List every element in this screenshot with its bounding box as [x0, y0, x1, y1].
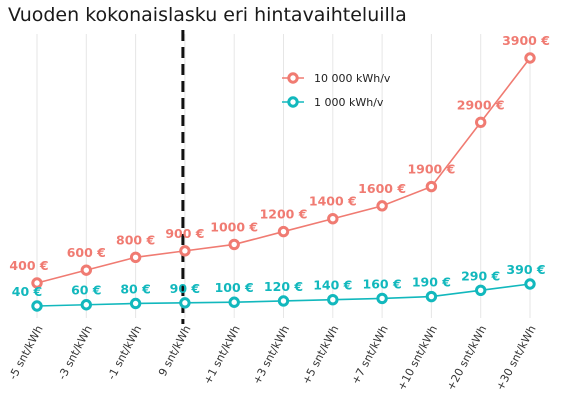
legend-item[interactable]: 10 000 kWh/v — [282, 72, 391, 85]
x-tick-label: +30 snt/kWh — [494, 323, 539, 392]
data-point — [228, 296, 240, 308]
data-point — [524, 278, 536, 290]
legend-marker — [287, 72, 299, 84]
data-point — [475, 284, 487, 296]
data-label: 90 € — [170, 281, 200, 296]
x-tick-label: +5 snt/kWh — [300, 323, 342, 386]
x-tick-label: +10 snt/kWh — [395, 323, 440, 392]
data-label: 400 € — [9, 258, 48, 273]
data-point — [376, 200, 388, 212]
data-point — [129, 297, 142, 310]
data-point — [425, 290, 438, 303]
data-point — [129, 251, 142, 263]
x-tick-label: -5 snt/kWh — [6, 323, 45, 382]
data-label: 1400 € — [309, 194, 357, 209]
data-label: 1200 € — [260, 207, 308, 222]
data-label: 140 € — [313, 278, 352, 293]
legend[interactable]: 10 000 kWh/v 1 000 kWh/v — [282, 72, 391, 109]
x-axis-ticks: -5 snt/kWh -3 snt/kWh -1 snt/kWh 9 snt/kWh +… — [6, 323, 538, 392]
data-label: 40 € — [12, 284, 42, 299]
data-point — [179, 297, 191, 309]
data-label: 390 € — [506, 262, 545, 277]
x-tick-label: +3 snt/kWh — [250, 323, 292, 386]
data-label: 2900 € — [457, 97, 505, 112]
x-tick-label: 9 snt/kWh — [156, 323, 194, 378]
data-label: 190 € — [412, 275, 451, 290]
data-label: 100 € — [215, 280, 254, 295]
data-point — [179, 245, 191, 257]
data-label: 3900 € — [502, 33, 550, 48]
legend-label: 10 000 kWh/v — [314, 72, 391, 85]
data-labels: 400 €600 €800 €900 €1000 €1200 €1400 €16… — [9, 33, 550, 299]
legend-marker — [287, 96, 299, 108]
data-point — [277, 225, 290, 238]
chart-title: Vuoden kokonaislasku eri hintavaihteluil… — [8, 4, 407, 26]
data-label: 1600 € — [358, 181, 406, 196]
data-point — [228, 238, 240, 251]
data-label: 1900 € — [407, 162, 455, 177]
legend-label: 1 000 kWh/v — [314, 96, 384, 109]
data-point — [376, 292, 388, 305]
data-label: 290 € — [461, 268, 500, 283]
data-label: 600 € — [67, 245, 106, 260]
data-point — [524, 52, 536, 64]
data-point — [425, 180, 438, 193]
data-label: 120 € — [264, 279, 303, 294]
x-tick-label: -3 snt/kWh — [56, 323, 95, 382]
data-point — [277, 295, 290, 307]
grid — [36, 34, 531, 318]
data-label: 80 € — [120, 281, 150, 296]
data-point — [31, 300, 43, 312]
x-tick-label: +1 snt/kWh — [201, 323, 243, 386]
x-tick-label: +20 snt/kWh — [444, 323, 489, 392]
data-point — [327, 213, 339, 225]
data-point — [80, 299, 93, 311]
legend-item[interactable]: 1 000 kWh/v — [282, 96, 384, 109]
data-point — [475, 116, 487, 128]
x-tick-label: -1 snt/kWh — [105, 323, 144, 382]
data-label: 900 € — [165, 226, 204, 241]
series-points — [31, 52, 536, 312]
data-label: 160 € — [363, 276, 402, 291]
data-point — [327, 294, 339, 306]
data-point — [80, 264, 93, 276]
data-point — [31, 277, 43, 289]
data-label: 1000 € — [210, 219, 258, 234]
x-tick-label: +7 snt/kWh — [349, 323, 391, 386]
data-label: 800 € — [116, 232, 155, 247]
data-label: 60 € — [71, 283, 101, 298]
